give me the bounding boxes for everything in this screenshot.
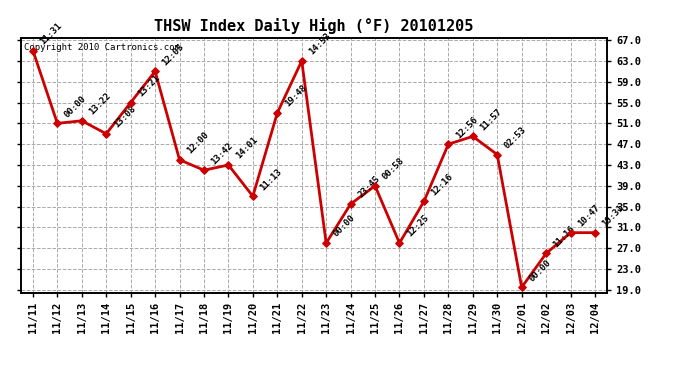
Point: [272, 110, 283, 116]
Point: [223, 162, 234, 168]
Text: 12:56: 12:56: [454, 115, 480, 140]
Text: 14:01: 14:01: [234, 135, 259, 161]
Point: [77, 118, 88, 124]
Text: 12:25: 12:25: [405, 213, 431, 239]
Point: [370, 183, 381, 189]
Point: [443, 141, 454, 147]
Text: 11:57: 11:57: [478, 107, 504, 132]
Text: 02:53: 02:53: [503, 125, 528, 150]
Point: [52, 120, 63, 126]
Point: [467, 134, 478, 140]
Text: 13:21: 13:21: [136, 73, 161, 98]
Point: [247, 193, 258, 199]
Point: [589, 230, 600, 236]
Point: [174, 157, 185, 163]
Text: 13:42: 13:42: [210, 141, 235, 166]
Title: THSW Index Daily High (°F) 20101205: THSW Index Daily High (°F) 20101205: [155, 18, 473, 33]
Text: 11:31: 11:31: [39, 21, 64, 46]
Point: [28, 48, 39, 54]
Text: 13:22: 13:22: [88, 91, 112, 117]
Text: 00:58: 00:58: [381, 156, 406, 182]
Point: [345, 201, 356, 207]
Point: [150, 68, 161, 74]
Point: [492, 152, 503, 157]
Text: 14:53: 14:53: [307, 32, 333, 57]
Text: 00:00: 00:00: [527, 258, 553, 283]
Point: [199, 167, 210, 173]
Text: 10:47: 10:47: [576, 203, 602, 228]
Text: 11:16: 11:16: [552, 224, 577, 249]
Text: 11:13: 11:13: [259, 167, 284, 192]
Point: [394, 240, 405, 246]
Text: 19:48: 19:48: [283, 83, 308, 109]
Point: [516, 284, 527, 290]
Text: 12:05: 12:05: [161, 42, 186, 67]
Text: 10:31: 10:31: [600, 203, 626, 228]
Point: [125, 99, 136, 105]
Point: [321, 240, 332, 246]
Point: [540, 251, 551, 257]
Point: [418, 198, 429, 204]
Text: 13:08: 13:08: [112, 104, 137, 130]
Text: 12:16: 12:16: [429, 172, 455, 197]
Point: [296, 58, 307, 64]
Text: 00:00: 00:00: [332, 213, 357, 239]
Point: [565, 230, 576, 236]
Text: Copyright 2010 Cartronics.com: Copyright 2010 Cartronics.com: [23, 43, 179, 52]
Point: [101, 131, 112, 137]
Text: 00:00: 00:00: [63, 94, 88, 119]
Text: 23:45: 23:45: [356, 174, 382, 200]
Text: 12:00: 12:00: [185, 130, 210, 156]
